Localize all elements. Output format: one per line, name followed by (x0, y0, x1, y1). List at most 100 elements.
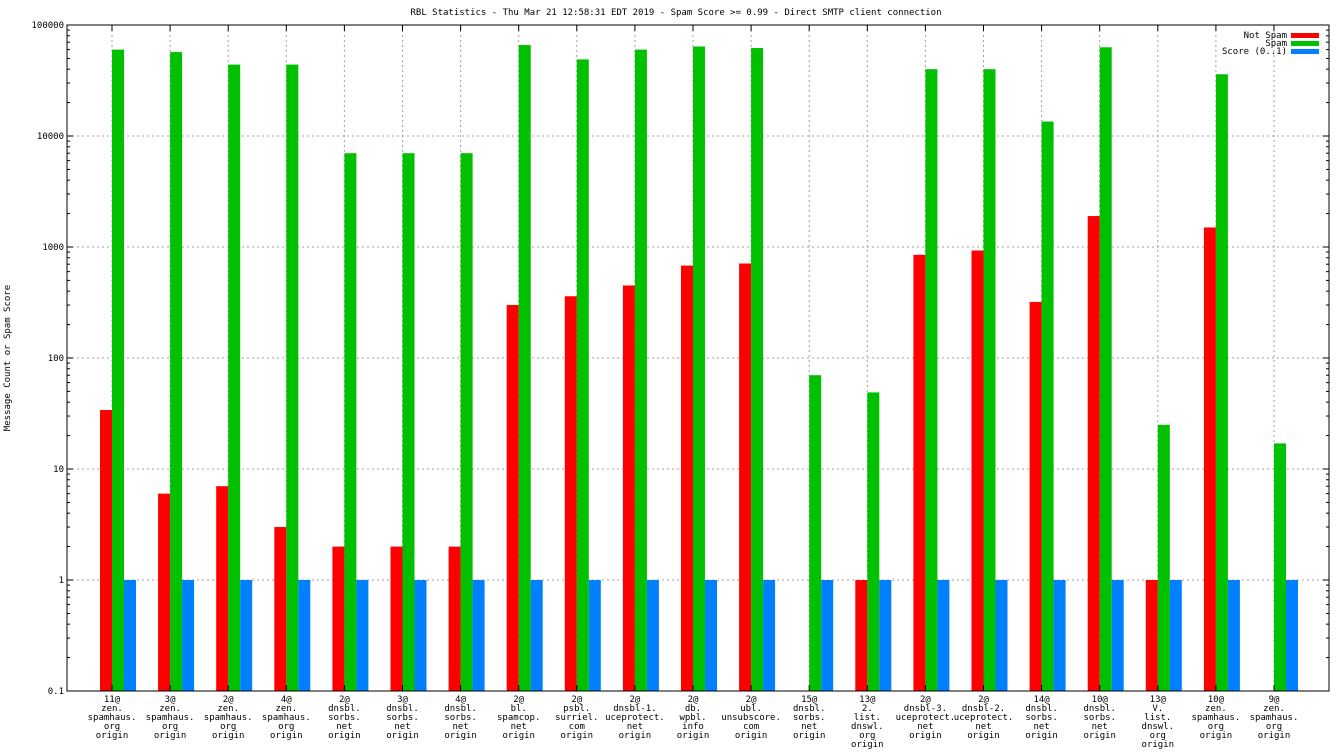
bar-not-spam (158, 493, 171, 691)
x-tick-label: 2@ (339, 695, 350, 705)
x-tick-label: dnsbl-3. (904, 704, 947, 714)
x-tick-label: surriel. (555, 713, 598, 723)
x-tick-label: uceprotect. (954, 713, 1014, 723)
x-tick-label: org (162, 722, 178, 732)
bar-score-0-1 (588, 580, 601, 691)
x-tick-label: wpbl. (679, 713, 706, 723)
bar-spam (1274, 443, 1286, 691)
x-tick-label: zen. (101, 704, 123, 714)
bar-not-spam (681, 265, 693, 691)
bar-score-0-1 (995, 580, 1008, 691)
bar-score-0-1 (414, 580, 427, 691)
bar-not-spam (448, 546, 461, 691)
bar-not-spam (1203, 227, 1216, 692)
x-tick-label: org (1266, 722, 1282, 732)
x-tick-label: 2. (862, 704, 873, 714)
bar-score-0-1 (1169, 580, 1182, 691)
x-tick-label: 14@ (1033, 695, 1050, 705)
x-tick-label: 4@ (281, 695, 292, 705)
bar-score-0-1 (1053, 580, 1066, 691)
bar-spam (460, 153, 473, 692)
x-tick-label: 2@ (223, 695, 234, 705)
x-tick-label: origin (1142, 740, 1175, 750)
x-tick-label: org (1208, 722, 1224, 732)
plot-frame (66, 24, 1330, 692)
x-tick-label: origin (851, 740, 884, 750)
x-tick-label: origin (444, 731, 477, 741)
x-tick-label: dnsbl. (444, 704, 477, 714)
x-tick-label: origin (328, 731, 361, 741)
x-tick-label: dnswl. (1142, 722, 1175, 732)
x-tick-label: bl. (511, 704, 527, 714)
x-tick-label: uceprotect. (896, 713, 956, 723)
x-tick-label: spamcop. (497, 713, 540, 723)
x-tick-label: org (859, 731, 875, 741)
x-tick-label: uceprotect. (605, 713, 665, 723)
x-tick-label: origin (386, 731, 419, 741)
bar-spam (1041, 121, 1054, 691)
x-tick-label: origin (96, 731, 129, 741)
x-tick-label: dnsbl-2. (962, 704, 1005, 714)
x-tick-label: unsubscore. (721, 713, 781, 723)
x-tick-label: 2@ (978, 695, 989, 705)
bar-spam (1099, 47, 1112, 692)
bar-not-spam (739, 263, 752, 691)
x-tick-label: net (917, 722, 933, 732)
legend-label: Spam (1265, 39, 1287, 49)
x-tick-label: 3@ (397, 695, 408, 705)
bar-score-0-1 (646, 580, 659, 691)
bar-not-spam (564, 296, 577, 691)
bar-spam (576, 59, 589, 691)
bar-not-spam (971, 250, 984, 691)
x-tick-label: ubl. (740, 704, 762, 714)
x-tick-label: spamhaus. (1250, 713, 1299, 723)
bar-score-0-1 (240, 580, 253, 691)
chart-title: RBL Statistics - Thu Mar 21 12:58:31 EDT… (410, 8, 941, 18)
x-tick-label: sorbs. (1025, 713, 1058, 723)
x-tick-label: org (220, 722, 236, 732)
bar-score-0-1 (705, 580, 717, 691)
x-tick-label: spamhaus. (88, 713, 137, 723)
x-tick-label: sorbs. (1083, 713, 1116, 723)
bar-score-0-1 (879, 580, 892, 691)
x-tick-label: 2@ (746, 695, 757, 705)
bar-score-0-1 (1227, 580, 1240, 691)
bar-spam (344, 153, 357, 692)
x-tick-label: 2@ (629, 695, 640, 705)
x-tick-label: sorbs. (793, 713, 826, 723)
x-tick-label: 4@ (455, 695, 466, 705)
x-tick-label: spamhaus. (262, 713, 311, 723)
bar-not-spam (216, 486, 229, 691)
bar-score-0-1 (124, 580, 136, 691)
bar-spam (867, 392, 880, 691)
x-tick-label: origin (793, 731, 826, 741)
x-tick-label: com (743, 722, 759, 732)
x-tick-label: V. (1152, 704, 1163, 714)
x-tick-label: origin (1083, 731, 1116, 741)
x-tick-label: 10@ (1092, 695, 1109, 705)
bar-not-spam (913, 254, 926, 691)
x-tick-label: spamhaus. (146, 713, 195, 723)
x-tick-label: origin (735, 731, 768, 741)
bar-score-0-1 (356, 580, 369, 691)
x-tick-label: zen. (275, 704, 297, 714)
bar-spam (1157, 424, 1170, 691)
x-tick-label: dnsbl-1. (613, 704, 656, 714)
legend-swatch (1291, 33, 1319, 38)
bar-score-0-1 (472, 580, 485, 691)
x-tick-label: origin (1200, 731, 1233, 741)
x-tick-label: 2@ (513, 695, 524, 705)
bar-not-spam (332, 546, 345, 691)
bar-score-0-1 (182, 580, 195, 691)
bar-score-0-1 (763, 580, 776, 691)
x-tick-label: net (1092, 722, 1108, 732)
x-tick-label: origin (502, 731, 535, 741)
x-tick-label: db. (685, 704, 701, 714)
bar-not-spam (390, 546, 403, 691)
y-tick-label: 10000 (37, 132, 64, 142)
bar-not-spam (1145, 580, 1158, 691)
x-tick-label: origin (619, 731, 652, 741)
x-tick-label: spamhaus. (204, 713, 253, 723)
